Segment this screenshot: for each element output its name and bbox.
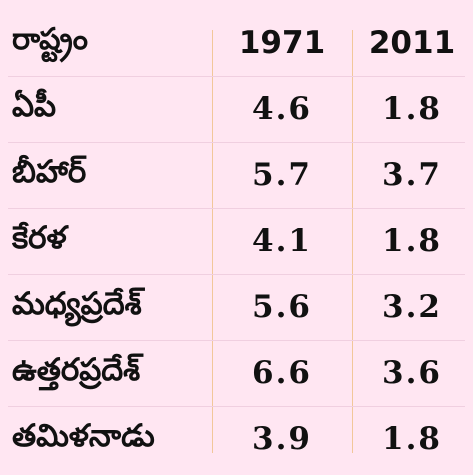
column-divider-1 [212,30,213,453]
table-row: ఏపీ 4.6 1.8 [0,76,473,142]
column-divider-2 [352,30,353,453]
table-row: తమిళనాడు 3.9 1.8 [0,406,473,472]
value-1971: 5.6 [252,289,312,325]
state-name: ఉత్తరప్రదేశ్ [12,351,141,388]
value-1971: 4.1 [252,223,312,259]
value-2011: 1.8 [382,223,442,259]
header-state: రాష్ట్రం [12,22,88,57]
table-header-row: రాష్ట్రం 1971 2011 [0,10,473,76]
value-1971: 3.9 [252,421,312,457]
table-row: బీహార్ 5.7 3.7 [0,142,473,208]
state-name: బీహార్ [12,153,87,190]
value-2011: 1.8 [382,91,442,127]
value-1971: 4.6 [252,91,312,127]
state-name: తమిళనాడు [12,417,155,454]
table-row: కేరళ 4.1 1.8 [0,208,473,274]
value-2011: 3.6 [382,355,442,391]
value-1971: 5.7 [252,157,312,193]
header-2011: 2011 [368,25,456,61]
value-1971: 6.6 [252,355,312,391]
value-2011: 3.2 [382,289,442,325]
header-1971: 1971 [238,25,326,61]
table-row: మధ్యప్రదేశ్ 5.6 3.2 [0,274,473,340]
value-2011: 3.7 [382,157,442,193]
value-2011: 1.8 [382,421,442,457]
table-row: ఉత్తరప్రదేశ్ 6.6 3.6 [0,340,473,406]
state-name: కేరళ [12,219,67,256]
state-name: మధ్యప్రదేశ్ [12,285,142,322]
state-name: ఏపీ [12,87,57,124]
